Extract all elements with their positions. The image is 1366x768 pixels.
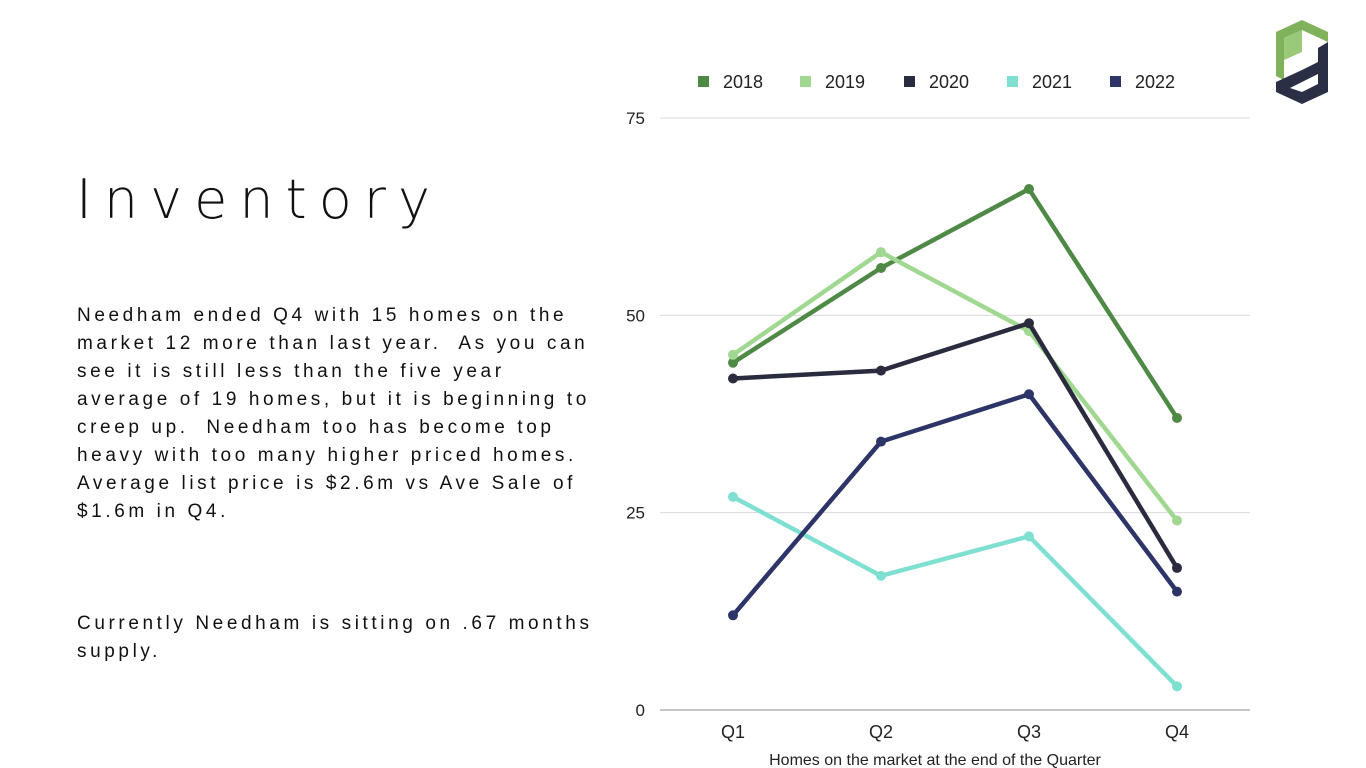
legend-label: 2020 xyxy=(929,72,969,92)
series-line-2018 xyxy=(730,186,1180,421)
data-point-2018-Q4 xyxy=(1172,412,1182,423)
data-point-2019-Q1 xyxy=(728,349,738,360)
legend-swatch xyxy=(698,76,709,87)
data-point-2019-Q2 xyxy=(876,247,886,258)
series-2022 xyxy=(728,389,1182,621)
data-point-2020-Q4 xyxy=(1172,562,1182,573)
series-2018 xyxy=(728,184,1182,423)
legend-item-2020: 2020 xyxy=(904,72,969,92)
y-axis-ticks: 0 25 50 75 xyxy=(626,109,645,720)
slide-body: Needham ended Q4 with 15 homes on the ma… xyxy=(77,246,607,722)
series-layer xyxy=(728,184,1182,692)
x-tick-label: Q3 xyxy=(1017,722,1041,742)
series-line-2021 xyxy=(730,494,1180,689)
legend: 2018 2019 2020 2021 2022 xyxy=(698,72,1175,92)
legend-label: 2019 xyxy=(825,72,865,92)
slide-title: Inventory xyxy=(76,168,442,231)
x-axis-ticks: Q1 Q2 Q3 Q4 xyxy=(721,722,1189,742)
x-tick-label: Q2 xyxy=(869,722,893,742)
data-point-2021-Q2 xyxy=(876,570,886,581)
legend-label: 2018 xyxy=(723,72,763,92)
legend-swatch xyxy=(1110,76,1121,87)
legend-item-2019: 2019 xyxy=(800,72,865,92)
data-point-2019-Q4 xyxy=(1172,515,1182,526)
data-point-2021-Q4 xyxy=(1172,681,1182,692)
y-tick-label: 25 xyxy=(626,504,645,523)
data-point-2022-Q1 xyxy=(728,610,738,621)
legend-swatch xyxy=(800,76,811,87)
series-2019 xyxy=(728,247,1182,526)
x-axis-label: Homes on the market at the end of the Qu… xyxy=(769,752,1101,768)
series-2020 xyxy=(728,318,1182,573)
x-tick-label: Q4 xyxy=(1165,722,1189,742)
series-line-2022 xyxy=(730,392,1180,618)
grid-lines xyxy=(660,117,1250,711)
data-point-2022-Q2 xyxy=(876,436,886,447)
legend-item-2021: 2021 xyxy=(1007,72,1072,92)
legend-label: 2021 xyxy=(1032,72,1072,92)
y-tick-label: 50 xyxy=(626,306,645,325)
pd-logo-icon xyxy=(1276,20,1328,104)
data-point-2021-Q3 xyxy=(1024,531,1034,542)
y-tick-label: 75 xyxy=(626,109,645,128)
data-point-2020-Q3 xyxy=(1024,318,1034,329)
series-line-2019 xyxy=(730,249,1180,523)
data-point-2020-Q1 xyxy=(728,373,738,384)
data-point-2018-Q3 xyxy=(1024,184,1034,195)
data-point-2022-Q4 xyxy=(1172,586,1182,597)
body-paragraph-2: Currently Needham is sitting on .67 mont… xyxy=(77,613,602,662)
data-point-2018-Q2 xyxy=(876,262,886,273)
series-line-2020 xyxy=(730,320,1180,571)
data-point-2022-Q3 xyxy=(1024,389,1034,400)
data-point-2018-Q1 xyxy=(728,357,738,368)
data-point-2021-Q1 xyxy=(728,491,738,502)
body-paragraph-1: Needham ended Q4 with 15 homes on the ma… xyxy=(77,305,599,522)
x-tick-label: Q1 xyxy=(721,722,745,742)
y-tick-label: 0 xyxy=(636,701,645,720)
legend-swatch xyxy=(904,76,915,87)
legend-item-2018: 2018 xyxy=(698,72,763,92)
legend-swatch xyxy=(1007,76,1018,87)
data-point-2020-Q2 xyxy=(876,365,886,376)
legend-label: 2022 xyxy=(1135,72,1175,92)
legend-item-2022: 2022 xyxy=(1110,72,1175,92)
series-2021 xyxy=(728,491,1182,692)
